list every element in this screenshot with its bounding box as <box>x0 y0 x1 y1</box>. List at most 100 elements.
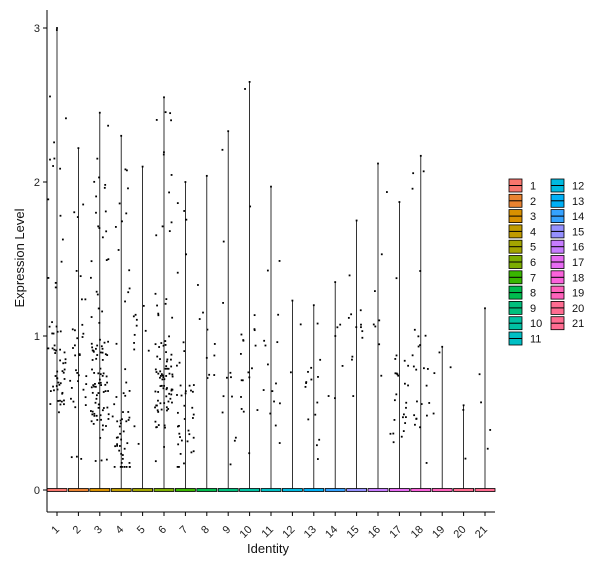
data-point-7 <box>192 417 194 419</box>
data-point-13 <box>319 358 322 361</box>
data-point-20 <box>464 457 467 460</box>
legend-item-3: 3 <box>508 209 536 223</box>
violin-base-21 <box>474 488 496 492</box>
data-point-3 <box>97 403 100 406</box>
data-point-3 <box>104 383 107 386</box>
data-point-17 <box>402 413 405 416</box>
data-point-2 <box>72 400 75 403</box>
data-point-9 <box>234 436 237 439</box>
data-point-11 <box>269 412 272 415</box>
data-point-3 <box>101 310 104 313</box>
data-point-13 <box>317 376 319 378</box>
data-point-3 <box>103 186 106 189</box>
data-point-9 <box>229 463 232 466</box>
violin-group-10 <box>239 81 261 492</box>
data-point-4 <box>113 466 116 468</box>
data-point-7 <box>177 443 180 446</box>
data-point-1 <box>55 325 58 328</box>
data-point-17 <box>403 359 406 362</box>
data-point-15 <box>361 330 364 333</box>
data-point-18 <box>412 365 415 368</box>
data-point-18 <box>424 334 427 337</box>
data-point-3 <box>93 414 96 417</box>
data-point-4 <box>123 447 126 450</box>
data-point-6 <box>165 298 168 301</box>
data-point-16 <box>374 325 377 328</box>
data-point-1 <box>61 391 64 394</box>
violin-group-8 <box>196 174 218 492</box>
data-point-6 <box>170 174 173 176</box>
data-point-6 <box>167 408 170 410</box>
data-point-3 <box>93 412 96 415</box>
data-point-6 <box>171 316 174 319</box>
data-point-4 <box>113 403 116 406</box>
legend-item-13: 13 <box>550 193 584 208</box>
legend-item-8: 8 <box>508 285 536 300</box>
legend-item-18: 18 <box>550 270 584 284</box>
data-point-6 <box>157 372 160 375</box>
x-tick-label: 21 <box>473 524 490 541</box>
data-point-6 <box>165 351 167 354</box>
data-point-3 <box>94 460 97 462</box>
data-point-1 <box>52 385 54 388</box>
data-point-3 <box>91 413 94 416</box>
data-point-3 <box>93 180 96 183</box>
data-point-6 <box>165 395 168 398</box>
violin-group-6 <box>153 96 175 492</box>
data-point-4 <box>115 396 118 398</box>
data-point-6 <box>162 153 165 156</box>
legend-label-1: 1 <box>530 181 536 193</box>
data-point-4 <box>128 287 131 290</box>
data-point-10 <box>242 410 245 413</box>
data-point-4 <box>120 452 123 455</box>
violin-base-1 <box>46 488 68 492</box>
data-point-4 <box>118 202 121 205</box>
y-tick-label: 0 <box>34 485 40 497</box>
x-tick-label: 7 <box>178 524 191 537</box>
data-point-10 <box>240 333 243 336</box>
legend-label-2: 2 <box>530 196 536 208</box>
data-point-17 <box>405 406 407 409</box>
legend-label-10: 10 <box>530 318 542 330</box>
data-point-4 <box>116 436 119 439</box>
data-point-4 <box>128 462 131 464</box>
x-tick-label: 6 <box>156 524 169 537</box>
data-point-1 <box>58 383 61 386</box>
data-point-21 <box>484 307 486 310</box>
data-point-8 <box>206 328 209 331</box>
data-point-4 <box>119 445 121 447</box>
data-point-6 <box>162 344 165 347</box>
data-point-18 <box>423 367 425 370</box>
data-point-12 <box>291 299 294 302</box>
data-point-13 <box>310 366 313 369</box>
x-tick-label: 2 <box>71 524 84 537</box>
data-point-18 <box>417 345 420 348</box>
data-point-18 <box>425 462 428 464</box>
data-point-6 <box>168 335 170 338</box>
data-point-21 <box>478 373 481 376</box>
data-point-7 <box>176 411 179 414</box>
data-point-4 <box>127 291 130 294</box>
data-point-4 <box>120 462 123 464</box>
legend-label-19: 19 <box>572 288 584 300</box>
data-point-4 <box>124 368 127 371</box>
data-point-2 <box>77 380 79 383</box>
data-point-3 <box>90 342 93 345</box>
data-point-7 <box>178 466 180 468</box>
violin-group-11 <box>260 185 282 492</box>
data-point-12 <box>289 371 292 374</box>
data-point-4 <box>126 442 129 445</box>
data-point-6 <box>164 340 167 342</box>
data-point-1 <box>54 375 57 377</box>
violin-base-16 <box>367 488 389 492</box>
data-point-20 <box>462 408 465 411</box>
legend-label-3: 3 <box>530 211 536 223</box>
data-point-17 <box>392 441 395 444</box>
data-point-2 <box>81 336 84 338</box>
data-point-18 <box>426 414 428 417</box>
data-point-7 <box>188 433 191 436</box>
data-point-17 <box>407 364 410 367</box>
data-point-2 <box>74 406 77 409</box>
data-point-3 <box>105 458 108 461</box>
data-point-15 <box>355 219 358 222</box>
